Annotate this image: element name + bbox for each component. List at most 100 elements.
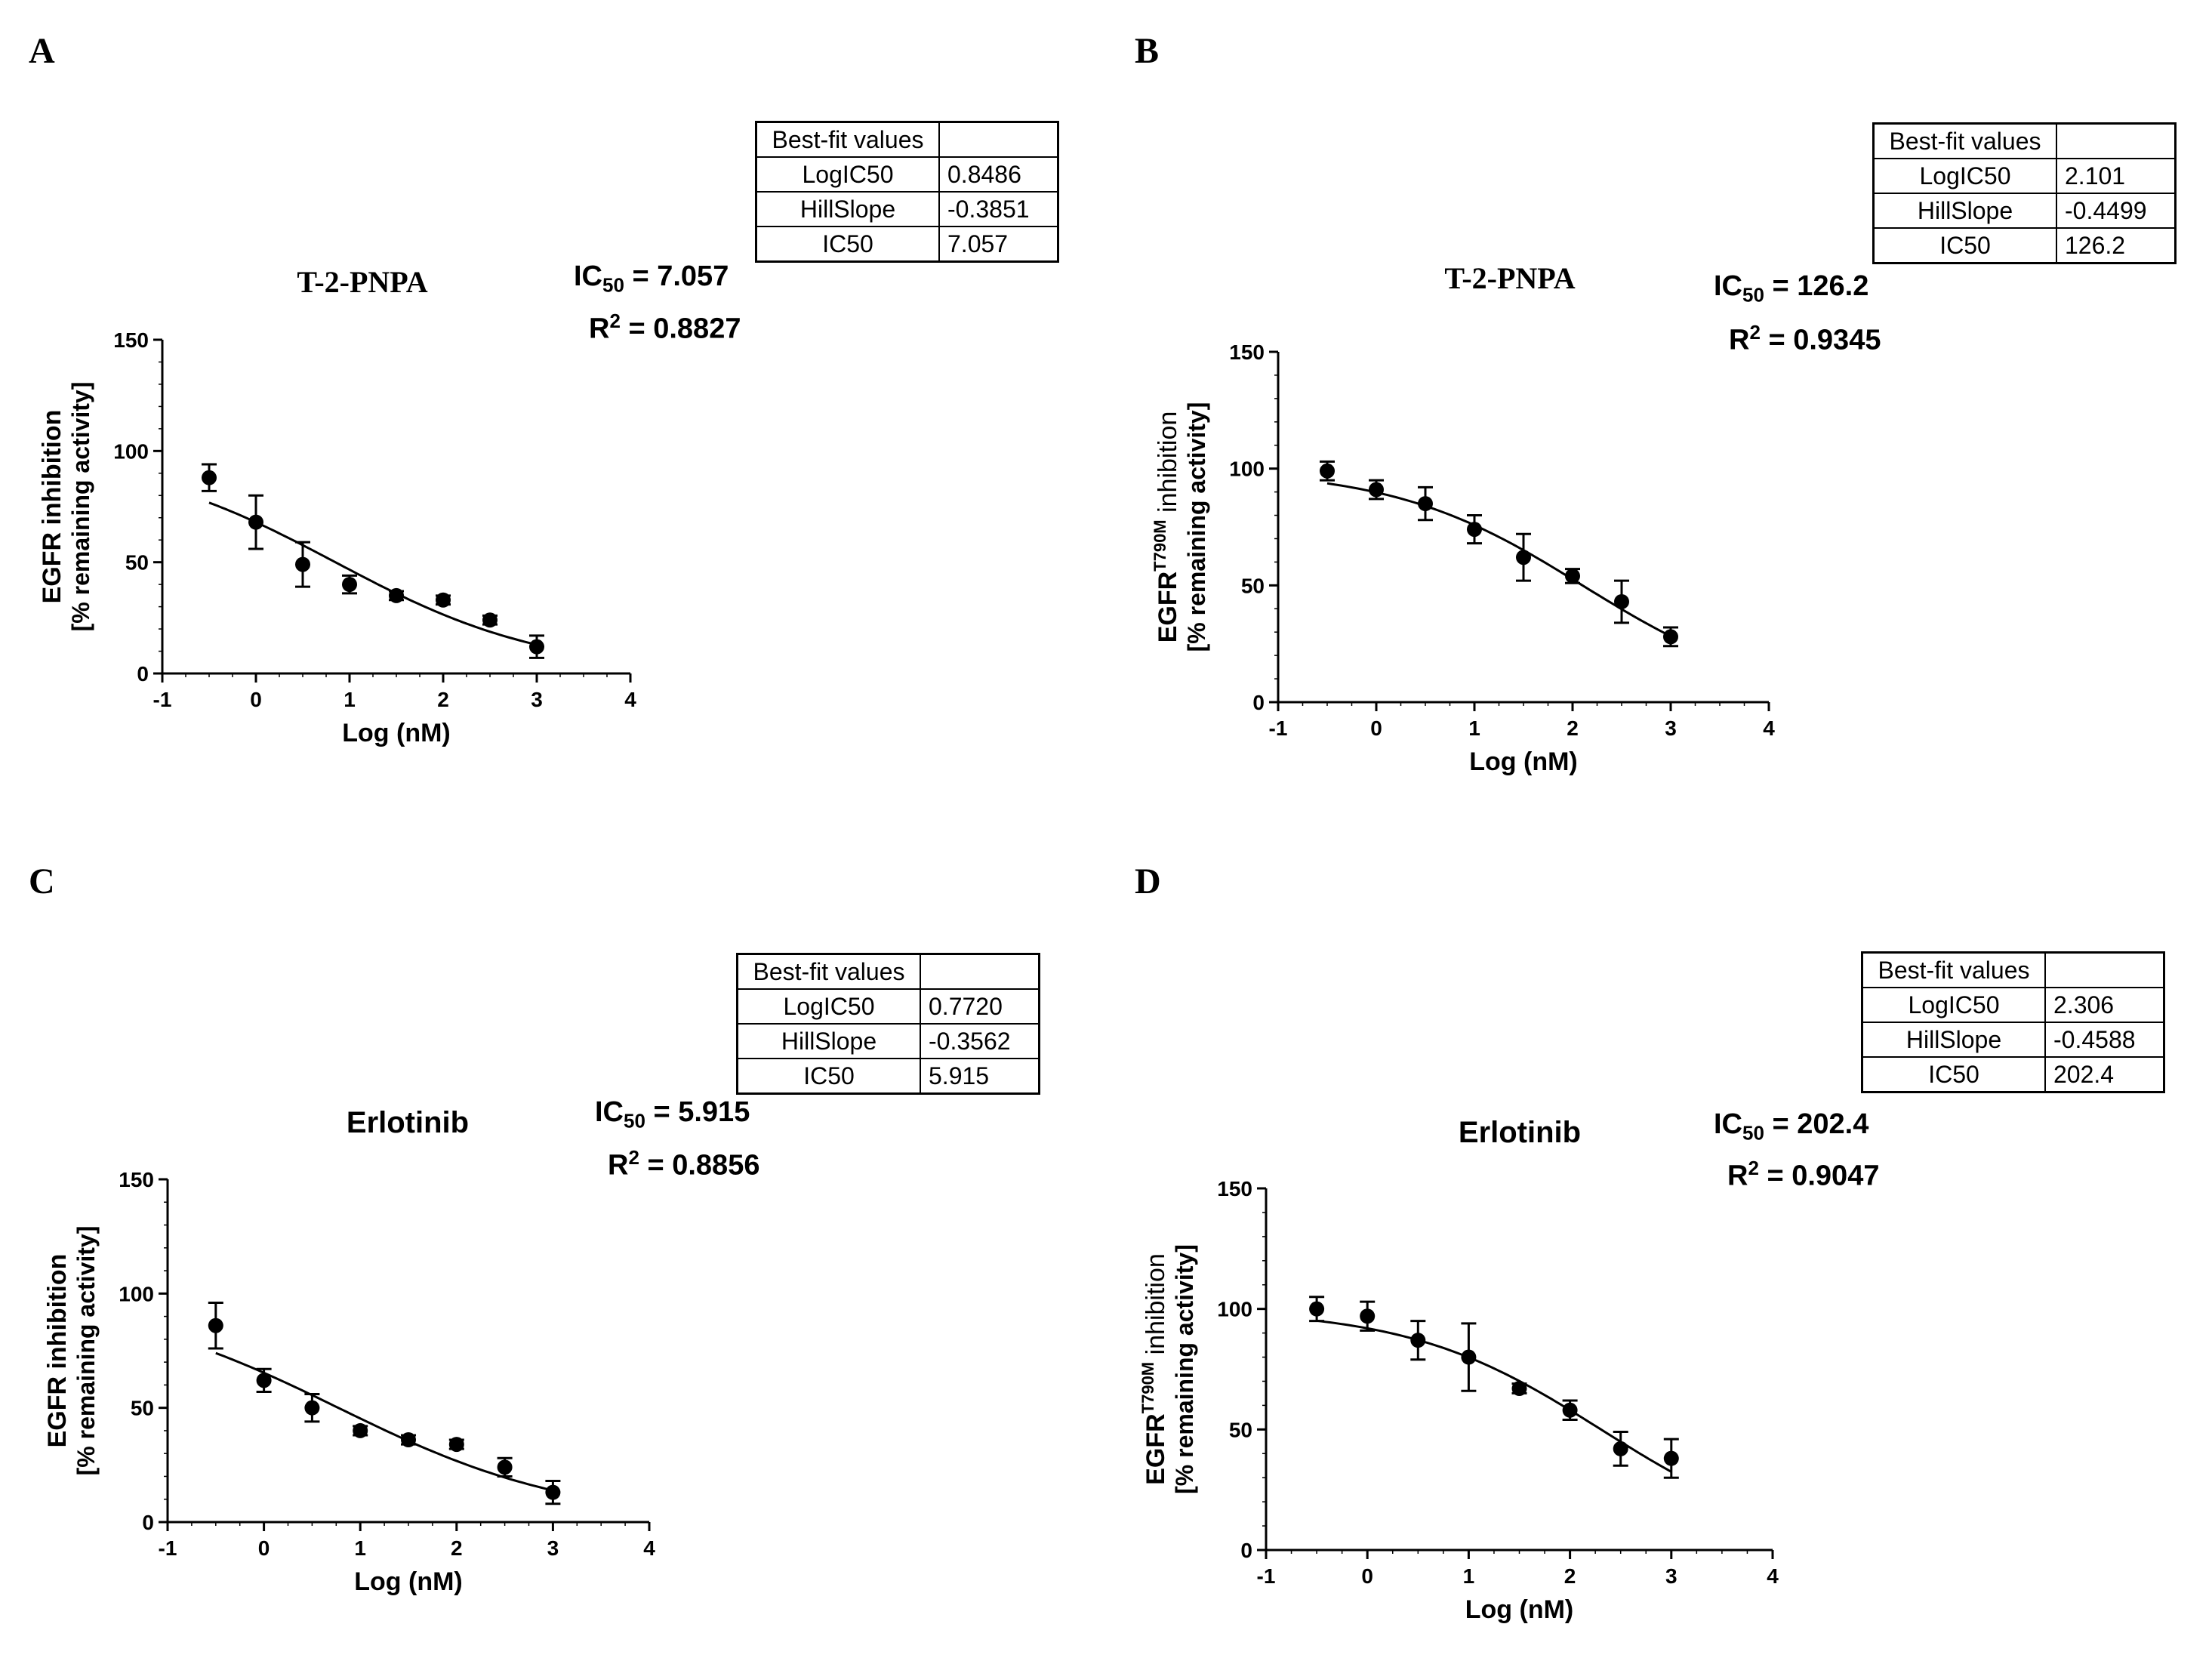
data-point xyxy=(1410,1333,1426,1348)
data-point xyxy=(1565,568,1580,584)
best-fit-header: Best-fit values xyxy=(1872,122,2057,159)
best-fit-value: 2.306 xyxy=(2044,987,2165,1023)
data-point xyxy=(1663,629,1678,645)
y-tick-label: 150 xyxy=(119,1168,154,1191)
chart-title: T-2-PNPA xyxy=(297,265,428,299)
panel-c: C Best-fit values LogIC50 0.7720 HillSlop… xyxy=(0,830,1106,1661)
best-fit-value: 2.101 xyxy=(2056,158,2177,194)
best-fit-table: Best-fit values LogIC50 2.101 HillSlope -0… xyxy=(1872,122,2177,264)
data-point xyxy=(1511,1381,1527,1397)
y-axis-label-units: [% remaining activity] xyxy=(1183,402,1210,652)
data-point xyxy=(208,1317,223,1333)
best-fit-name: IC50 xyxy=(755,226,940,263)
x-tick-label: 1 xyxy=(354,1536,366,1560)
data-point xyxy=(353,1422,368,1438)
x-tick-label: -1 xyxy=(1269,716,1288,740)
ic50-label: IC50 = 126.2 xyxy=(1714,270,1869,307)
y-tick-label: 100 xyxy=(1229,458,1265,481)
y-tick-label: 150 xyxy=(113,328,149,352)
x-tick-label: 2 xyxy=(437,688,449,711)
fit-curve xyxy=(1326,482,1671,637)
data-point xyxy=(202,470,217,485)
x-axis-label: Log (nM) xyxy=(1469,747,1578,776)
x-tick-label: -1 xyxy=(153,688,172,711)
best-fit-value: -0.3562 xyxy=(920,1023,1040,1059)
y-axis-label: EGFRT790M inhibition xyxy=(1138,1253,1170,1485)
data-point xyxy=(1418,496,1433,512)
data-point xyxy=(1516,550,1531,565)
y-tick-label: 150 xyxy=(1217,1177,1252,1200)
panel-d: D Best-fit values LogIC50 2.306 HillSlope… xyxy=(1106,830,2212,1661)
x-tick-label: 4 xyxy=(1767,1564,1779,1588)
y-tick-label: 0 xyxy=(1240,1539,1252,1562)
x-tick-label: 1 xyxy=(1463,1564,1475,1588)
panel-letter: A xyxy=(29,31,55,71)
x-tick-label: -1 xyxy=(1257,1564,1276,1588)
panel-letter: C xyxy=(29,861,55,901)
best-fit-table: Best-fit values LogIC50 2.306 HillSlope -0… xyxy=(1861,951,2165,1093)
r2-label: R2 = 0.9047 xyxy=(1727,1157,1880,1192)
y-tick-label: 0 xyxy=(1252,691,1265,714)
y-tick-label: 0 xyxy=(137,662,149,686)
best-fit-table: Best-fit values LogIC50 0.8486 HillSlope -… xyxy=(755,121,1059,263)
data-point xyxy=(1360,1308,1376,1324)
y-axis-label: EGFR inhibition xyxy=(38,410,66,604)
x-tick-label: 2 xyxy=(451,1536,463,1560)
best-fit-name: LogIC50 xyxy=(1872,158,2057,194)
best-fit-name: HillSlope xyxy=(1861,1022,2046,1058)
x-tick-label: 0 xyxy=(250,688,262,711)
best-fit-header: Best-fit values xyxy=(755,121,940,158)
data-point xyxy=(1461,1349,1477,1365)
ic50-label: IC50 = 5.915 xyxy=(595,1096,750,1132)
best-fit-name: HillSlope xyxy=(1872,193,2057,229)
data-point xyxy=(529,639,544,655)
x-tick-label: -1 xyxy=(159,1536,177,1560)
best-fit-value: 5.915 xyxy=(920,1058,1040,1095)
y-tick-label: 50 xyxy=(1241,574,1265,597)
best-fit-name: LogIC50 xyxy=(1861,987,2046,1023)
data-point xyxy=(497,1459,513,1475)
best-fit-name: IC50 xyxy=(1872,227,2057,264)
best-fit-value: 0.8486 xyxy=(938,156,1059,193)
x-tick-label: 3 xyxy=(531,688,543,711)
panel-b: B Best-fit values LogIC50 2.101 HillSlope… xyxy=(1106,0,2212,830)
x-tick-label: 1 xyxy=(1468,716,1480,740)
x-tick-label: 3 xyxy=(1665,1564,1677,1588)
data-point xyxy=(1562,1402,1578,1418)
best-fit-name: LogIC50 xyxy=(755,156,940,193)
x-tick-label: 1 xyxy=(344,688,356,711)
x-tick-label: 0 xyxy=(258,1536,270,1560)
y-tick-label: 0 xyxy=(142,1511,154,1534)
y-tick-label: 150 xyxy=(1229,341,1265,364)
x-tick-label: 2 xyxy=(1567,716,1579,740)
panel-letter: B xyxy=(1135,31,1160,71)
y-tick-label: 50 xyxy=(125,551,149,575)
best-fit-header: Best-fit values xyxy=(1861,951,2046,988)
y-tick-label: 100 xyxy=(1217,1298,1252,1321)
y-axis-label-units: [% remaining activity] xyxy=(72,1226,100,1476)
data-point xyxy=(1613,1441,1628,1456)
x-tick-label: 3 xyxy=(1665,716,1677,740)
chart-title: Erlotinib xyxy=(1458,1116,1582,1149)
x-tick-label: 2 xyxy=(1564,1564,1576,1588)
fit-curve xyxy=(208,501,538,646)
best-fit-header: Best-fit values xyxy=(736,953,921,990)
data-point xyxy=(436,592,451,608)
data-point xyxy=(482,612,498,628)
data-point xyxy=(1369,482,1384,498)
chart-title: T-2-PNPA xyxy=(1444,261,1576,295)
data-point xyxy=(304,1400,320,1416)
panel-letter: D xyxy=(1135,861,1161,901)
best-fit-value: -0.4499 xyxy=(2056,193,2177,229)
data-point xyxy=(389,587,404,603)
x-tick-label: 0 xyxy=(1370,716,1382,740)
data-point xyxy=(256,1373,272,1388)
best-fit-name: IC50 xyxy=(736,1058,921,1095)
x-tick-label: 4 xyxy=(643,1536,655,1560)
data-point xyxy=(401,1432,416,1448)
best-fit-table: Best-fit values LogIC50 0.7720 HillSlope -… xyxy=(736,953,1040,1095)
data-point xyxy=(248,514,263,530)
